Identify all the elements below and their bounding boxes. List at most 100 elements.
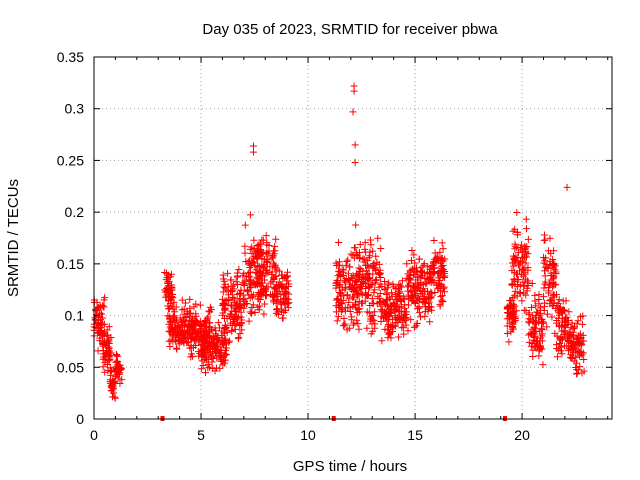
data-point (427, 294, 435, 302)
data-point (366, 274, 374, 282)
data-point (352, 272, 360, 280)
data-point (268, 277, 276, 285)
data-point (422, 280, 430, 288)
data-point (557, 333, 565, 341)
data-point (383, 289, 391, 297)
data-point (372, 252, 380, 260)
data-point (430, 236, 438, 244)
data-point (421, 308, 429, 316)
data-point (353, 316, 361, 324)
data-point (404, 301, 412, 309)
data-point (519, 278, 527, 286)
data-point (372, 276, 380, 284)
data-point (411, 259, 419, 267)
data-point (436, 280, 444, 288)
data-point (525, 319, 533, 327)
data-point (346, 263, 354, 271)
data-point (100, 320, 108, 328)
data-point (176, 334, 184, 342)
data-point (204, 331, 212, 339)
data-point (366, 302, 374, 310)
data-point (403, 260, 411, 268)
data-point (361, 239, 369, 247)
data-point (165, 271, 173, 279)
data-point (91, 316, 99, 324)
data-point (535, 347, 543, 355)
data-point (105, 352, 113, 360)
data-point (395, 292, 403, 300)
data-point (228, 327, 236, 335)
data-point (202, 344, 210, 352)
data-point (519, 265, 527, 273)
data-point (111, 377, 119, 385)
data-point (547, 269, 555, 277)
data-point (426, 318, 434, 326)
data-point (241, 242, 249, 250)
data-point (206, 363, 214, 371)
data-point (429, 277, 437, 285)
data-point (349, 284, 357, 292)
data-point (513, 228, 521, 236)
data-point (187, 309, 195, 317)
data-point (392, 306, 400, 314)
data-point (164, 279, 172, 287)
data-point (172, 344, 180, 352)
data-point (357, 285, 365, 293)
data-point (370, 299, 378, 307)
data-point (351, 244, 359, 252)
data-point (551, 266, 559, 274)
data-point (574, 366, 582, 374)
data-point (211, 344, 219, 352)
data-point (404, 270, 412, 278)
data-point (221, 297, 229, 305)
data-point (279, 298, 287, 306)
data-point (267, 279, 275, 287)
data-point (224, 269, 232, 277)
data-point (404, 283, 412, 291)
data-point (531, 325, 539, 333)
data-point (246, 263, 254, 271)
data-point (352, 221, 360, 229)
data-point (354, 306, 362, 314)
data-point (235, 303, 243, 311)
data-point (258, 279, 266, 287)
data-point (368, 320, 376, 328)
data-point (520, 306, 528, 314)
data-point (402, 310, 410, 318)
data-point (269, 259, 277, 267)
data-point (430, 268, 438, 276)
data-point (255, 252, 263, 260)
data-point (179, 337, 187, 345)
data-point (548, 313, 556, 321)
data-point (503, 330, 511, 338)
data-point (541, 263, 549, 271)
data-point (532, 302, 540, 310)
data-point (386, 309, 394, 317)
data-point (562, 297, 570, 305)
data-point (220, 341, 228, 349)
data-point (222, 351, 230, 359)
data-point (579, 312, 587, 320)
data-point (161, 269, 169, 277)
data-point (394, 284, 402, 292)
data-point (176, 314, 184, 322)
data-point (336, 290, 344, 298)
data-point (567, 339, 575, 347)
data-point (225, 295, 233, 303)
data-point-outlier (351, 158, 359, 166)
data-point (262, 232, 270, 240)
data-point (355, 305, 363, 313)
data-point (334, 295, 342, 303)
data-point (569, 333, 577, 341)
data-point (381, 308, 389, 316)
data-point (386, 329, 394, 337)
data-point (165, 278, 173, 286)
data-point (212, 330, 220, 338)
data-point (116, 379, 124, 387)
x-tick-label: 5 (197, 427, 205, 443)
data-point (250, 236, 258, 244)
data-point (222, 335, 230, 343)
data-point (197, 328, 205, 336)
grid-lines (94, 57, 612, 419)
data-point (345, 283, 353, 291)
